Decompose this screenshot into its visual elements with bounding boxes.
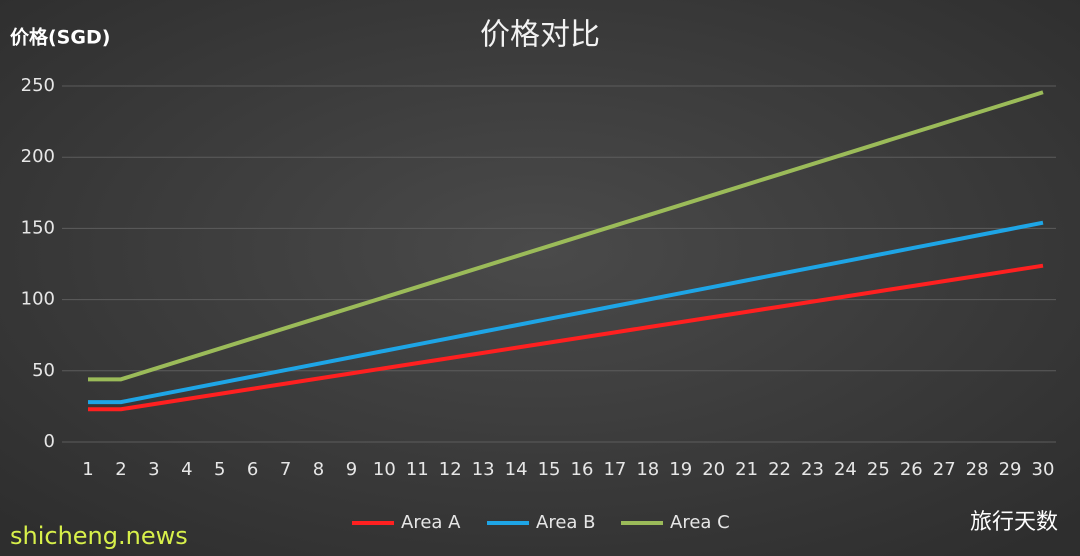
- x-tick-label: 26: [900, 459, 923, 480]
- x-tick-label: 14: [505, 459, 528, 480]
- x-tick-label: 2: [115, 459, 126, 480]
- watermark: shicheng.news: [10, 522, 188, 550]
- x-axis-label: 旅行天数: [970, 510, 1058, 535]
- x-tick-label: 7: [280, 459, 291, 480]
- line: [88, 220, 1044, 405]
- y-tick-label: 50: [32, 360, 55, 381]
- x-tick-label: 24: [834, 459, 857, 480]
- x-tick-label: 19: [669, 459, 692, 480]
- x-tick-label: 30: [1032, 459, 1055, 480]
- y-axis-label: 价格(SGD): [10, 26, 110, 49]
- y-tick-label: 200: [21, 146, 55, 167]
- x-tick-label: 1: [82, 459, 93, 480]
- chart-title: 价格对比: [480, 18, 600, 53]
- y-tick-label: 0: [44, 431, 55, 452]
- x-tick-label: 10: [373, 459, 396, 480]
- x-tick-label: 6: [247, 459, 258, 480]
- legend-label: Area B: [536, 512, 596, 533]
- legend-label: Area C: [670, 512, 730, 533]
- x-tick-label: 11: [406, 459, 429, 480]
- x-tick-label: 5: [214, 459, 225, 480]
- line: [88, 90, 1044, 382]
- x-tick-label: 17: [603, 459, 626, 480]
- x-tick-label: 20: [702, 459, 725, 480]
- x-tick-label: 13: [472, 459, 495, 480]
- x-tick-label: 25: [867, 459, 890, 480]
- x-tick-label: 12: [439, 459, 462, 480]
- x-tick-label: 21: [735, 459, 758, 480]
- x-tick-label: 3: [148, 459, 159, 480]
- x-tick-label: 27: [933, 459, 956, 480]
- x-tick-label: 16: [571, 459, 594, 480]
- x-tick-label: 9: [346, 459, 357, 480]
- x-tick-label: 29: [999, 459, 1022, 480]
- legend-label: Area A: [401, 512, 461, 533]
- y-tick-label: 150: [21, 217, 55, 238]
- x-tick-label: 18: [636, 459, 659, 480]
- line: [88, 263, 1044, 412]
- x-tick-label: 8: [313, 459, 324, 480]
- x-tick-label: 28: [966, 459, 989, 480]
- y-tick-label: 100: [21, 289, 55, 310]
- x-tick-label: 15: [538, 459, 561, 480]
- y-tick-label: 250: [21, 75, 55, 96]
- x-tick-label: 4: [181, 459, 192, 480]
- x-tick-label: 22: [768, 459, 791, 480]
- x-tick-label: 23: [801, 459, 824, 480]
